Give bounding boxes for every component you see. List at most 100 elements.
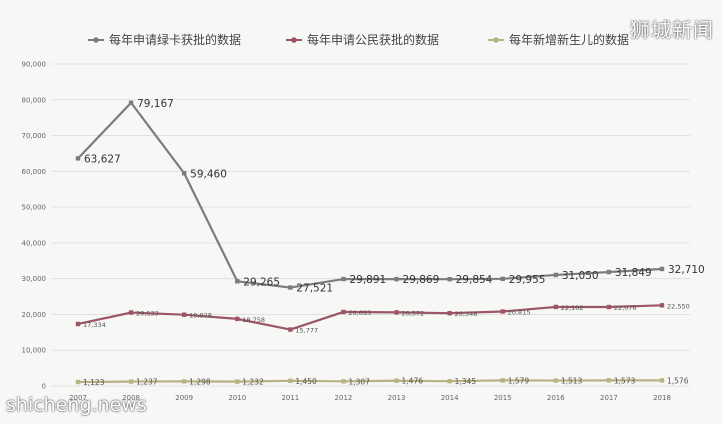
data-point bbox=[500, 309, 505, 314]
data-label: 1,237 bbox=[136, 378, 158, 387]
legend-marker bbox=[93, 37, 99, 43]
data-point bbox=[500, 276, 505, 282]
data-label: 18,758 bbox=[242, 316, 265, 324]
data-label: 59,460 bbox=[190, 168, 227, 180]
data-label: 1,476 bbox=[402, 377, 424, 386]
data-point bbox=[659, 378, 665, 383]
data-label: 32,710 bbox=[668, 264, 705, 276]
data-label: 1,232 bbox=[242, 378, 264, 387]
data-label: 1,123 bbox=[83, 378, 105, 387]
data-label: 1,450 bbox=[295, 377, 317, 386]
data-label: 22,076 bbox=[614, 304, 637, 312]
data-label: 1,298 bbox=[189, 377, 211, 386]
data-label: 20,533 bbox=[136, 310, 159, 318]
x-tick-label: 2010 bbox=[228, 394, 246, 402]
data-point bbox=[235, 279, 240, 284]
data-label: 15,777 bbox=[295, 327, 318, 335]
data-point bbox=[500, 378, 505, 383]
watermark-top: 狮城新闻 bbox=[630, 18, 714, 42]
series-line bbox=[77, 379, 663, 384]
legend: 每年申请绿卡获批的数据 每年申请公民获批的数据 每年新增新生儿的数据 bbox=[88, 32, 629, 47]
data-label: 17,334 bbox=[83, 321, 106, 329]
data-label: 20,693 bbox=[348, 309, 371, 317]
x-tick-label: 2016 bbox=[547, 394, 565, 402]
data-point bbox=[128, 310, 134, 315]
legend-marker bbox=[291, 37, 297, 43]
y-tick-label: 90,000 bbox=[22, 61, 47, 69]
data-label: 29,265 bbox=[243, 276, 280, 288]
data-point bbox=[447, 310, 452, 316]
data-point bbox=[659, 303, 665, 308]
data-label: 31,849 bbox=[615, 267, 652, 279]
data-label: 1,513 bbox=[561, 377, 583, 386]
data-label: 1,579 bbox=[508, 376, 530, 385]
y-tick-label: 70,000 bbox=[22, 132, 47, 140]
watermark-bottom: shicheng.news bbox=[6, 394, 147, 416]
data-label: 20,348 bbox=[455, 310, 478, 318]
legend-marker bbox=[493, 37, 499, 43]
data-point bbox=[235, 379, 240, 384]
data-label: 63,627 bbox=[84, 153, 121, 165]
x-tick-label: 2009 bbox=[175, 394, 193, 402]
y-tick-label: 30,000 bbox=[22, 275, 47, 283]
data-point bbox=[288, 378, 293, 384]
series-group: 63,627 79,167 59,460 29,265 27,521 29,891 29,8… bbox=[75, 98, 705, 387]
data-label: 22,550 bbox=[667, 302, 690, 310]
data-point bbox=[394, 310, 399, 315]
y-tick-label: 20,000 bbox=[22, 311, 47, 319]
x-tick-label: 2007 bbox=[69, 394, 87, 402]
x-tick-label: 2008 bbox=[122, 394, 140, 402]
data-point bbox=[553, 378, 559, 383]
data-label: 29,854 bbox=[456, 274, 493, 286]
y-axis-ticks: 0 10,000 20,000 30,000 40,000 50,000 60,000 70,… bbox=[22, 61, 47, 391]
y-tick-label: 0 bbox=[42, 383, 46, 391]
data-point bbox=[75, 156, 81, 161]
data-label: 1,576 bbox=[667, 376, 689, 385]
legend-label: 每年申请公民获批的数据 bbox=[307, 32, 439, 47]
data-point bbox=[288, 285, 293, 290]
data-point bbox=[606, 378, 612, 383]
x-axis-ticks: 2007 2008 2009 2010 2011 2012 2013 2014 2015 2016… bbox=[69, 394, 671, 402]
data-label: 19,928 bbox=[189, 312, 212, 320]
legend-label: 每年新增新生儿的数据 bbox=[509, 32, 629, 47]
x-tick-label: 2014 bbox=[441, 394, 459, 402]
data-point bbox=[181, 312, 187, 317]
data-point bbox=[606, 304, 612, 310]
x-tick-label: 2017 bbox=[600, 394, 618, 402]
data-point bbox=[553, 272, 559, 278]
x-tick-label: 2011 bbox=[281, 394, 299, 402]
data-label: 29,869 bbox=[403, 274, 440, 286]
y-tick-label: 60,000 bbox=[22, 168, 47, 176]
data-point bbox=[606, 269, 612, 275]
data-point bbox=[75, 321, 81, 327]
data-point bbox=[341, 379, 346, 384]
data-point bbox=[288, 327, 293, 332]
data-point bbox=[341, 276, 346, 282]
data-point bbox=[181, 171, 187, 176]
data-point bbox=[128, 100, 134, 105]
data-point bbox=[553, 304, 559, 310]
data-label: 20,815 bbox=[508, 309, 531, 317]
x-tick-label: 2015 bbox=[494, 394, 512, 402]
data-point bbox=[394, 276, 399, 282]
x-tick-label: 2013 bbox=[388, 394, 406, 402]
series-line bbox=[77, 304, 663, 331]
data-label: 20,572 bbox=[402, 309, 425, 317]
data-label: 1,307 bbox=[348, 377, 370, 386]
data-label: 29,891 bbox=[349, 274, 386, 286]
legend-label: 每年申请绿卡获批的数据 bbox=[109, 32, 241, 47]
x-tick-label: 2018 bbox=[653, 394, 671, 402]
data-label: 1,345 bbox=[455, 377, 477, 386]
data-label: 31,050 bbox=[562, 270, 599, 282]
data-point bbox=[447, 378, 452, 384]
data-label: 29,955 bbox=[509, 274, 546, 286]
data-point bbox=[447, 276, 452, 282]
data-point bbox=[128, 379, 134, 384]
data-label: 1,573 bbox=[614, 376, 636, 385]
data-label: 27,521 bbox=[296, 283, 333, 295]
x-tick-label: 2012 bbox=[335, 394, 353, 402]
data-point bbox=[394, 378, 399, 383]
data-point bbox=[659, 266, 665, 272]
data-label: 22,102 bbox=[561, 304, 584, 312]
